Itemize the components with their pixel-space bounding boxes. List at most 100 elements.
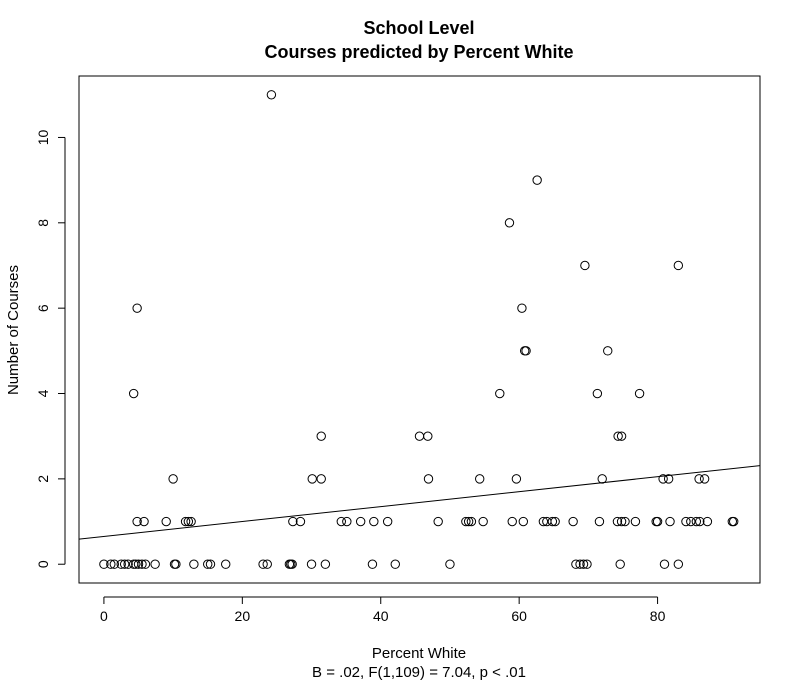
data-point	[729, 516, 739, 527]
data-point	[168, 474, 178, 484]
data-point	[616, 516, 627, 527]
data-point	[258, 559, 268, 569]
data-point	[613, 431, 623, 441]
data-point	[673, 559, 684, 569]
points-layer	[99, 90, 739, 569]
data-point	[681, 516, 691, 527]
data-point	[119, 559, 130, 569]
data-point	[597, 474, 607, 484]
data-point	[132, 303, 142, 313]
data-point	[139, 516, 149, 527]
data-point	[320, 559, 331, 569]
data-point	[658, 474, 668, 484]
data-point	[616, 431, 627, 441]
data-point	[582, 559, 592, 569]
data-point	[532, 175, 542, 185]
data-point	[342, 516, 352, 527]
data-point	[691, 516, 702, 527]
x-axis: 0 20 40 60 80	[100, 596, 666, 624]
data-point	[355, 516, 366, 527]
data-point	[466, 516, 477, 527]
data-point	[634, 388, 645, 399]
data-point	[295, 516, 306, 527]
data-point	[478, 516, 488, 527]
x-tick-label: 20	[235, 608, 251, 624]
data-point	[663, 474, 674, 484]
data-point	[262, 559, 272, 569]
data-point	[580, 260, 590, 271]
data-point	[620, 516, 630, 527]
data-point	[306, 559, 317, 569]
data-point	[521, 346, 531, 356]
data-point	[507, 516, 517, 527]
data-point	[550, 516, 560, 527]
data-point	[180, 516, 191, 527]
data-point	[367, 559, 378, 569]
data-point	[183, 516, 194, 527]
regression-layer	[79, 465, 760, 540]
data-point	[673, 260, 684, 271]
data-point	[695, 516, 705, 527]
x-tick-label: 0	[100, 608, 108, 624]
data-point	[128, 388, 139, 399]
data-point	[686, 516, 696, 527]
data-point	[307, 474, 317, 484]
data-point	[575, 559, 585, 569]
data-point	[423, 474, 434, 484]
data-point	[414, 431, 425, 441]
plot-frame	[78, 75, 761, 584]
data-point	[702, 516, 713, 527]
y-axis-label: Number of Courses	[5, 265, 22, 395]
x-tick-label: 40	[373, 608, 389, 624]
data-point	[475, 474, 485, 484]
x-axis-label: Percent White	[372, 645, 466, 662]
data-point	[316, 474, 326, 484]
data-point	[592, 388, 603, 399]
data-point	[336, 516, 346, 527]
data-point	[461, 516, 471, 527]
data-point	[612, 516, 623, 527]
data-point	[131, 559, 141, 569]
data-point	[123, 559, 133, 569]
data-point	[504, 218, 515, 228]
data-point	[137, 559, 147, 569]
data-point	[659, 559, 670, 569]
data-point	[205, 559, 216, 569]
data-point	[382, 516, 393, 527]
data-point	[186, 516, 196, 527]
data-point	[150, 559, 160, 569]
x-tick-label: 80	[650, 608, 666, 624]
data-point	[652, 516, 663, 527]
data-point	[189, 559, 199, 569]
data-point	[99, 559, 109, 569]
y-tick-label: 0	[35, 560, 51, 568]
data-point	[571, 559, 581, 569]
data-point	[369, 516, 379, 527]
data-point	[699, 474, 710, 484]
data-point	[615, 559, 625, 569]
data-point	[132, 516, 142, 527]
data-point	[116, 559, 126, 569]
data-point	[665, 516, 675, 527]
data-point	[203, 559, 213, 569]
data-point	[140, 559, 151, 569]
data-point	[463, 516, 474, 527]
data-point	[128, 559, 139, 569]
data-point	[221, 559, 231, 569]
data-point	[287, 559, 297, 569]
regression-line	[79, 465, 760, 540]
data-point	[495, 388, 505, 399]
data-point	[106, 559, 116, 569]
data-point	[266, 90, 277, 100]
data-point	[603, 346, 613, 356]
data-point	[390, 559, 400, 569]
data-point	[578, 559, 589, 569]
data-point	[511, 474, 522, 484]
data-point	[694, 474, 704, 484]
y-axis: 0 2 4 6 8 10	[35, 129, 66, 568]
data-point	[547, 516, 558, 527]
data-point	[288, 516, 298, 527]
y-tick-label: 8	[35, 219, 51, 227]
